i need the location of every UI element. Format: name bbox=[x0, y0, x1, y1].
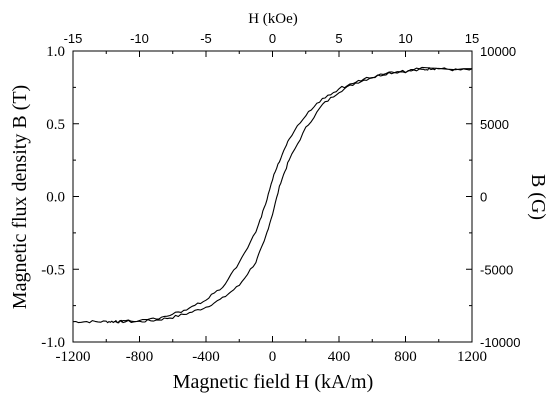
tick-label: 5000 bbox=[480, 117, 509, 132]
tick-label: -400 bbox=[192, 349, 220, 365]
x2-axis-title: H (kOe) bbox=[248, 11, 298, 27]
data-series bbox=[72, 66, 473, 324]
y-axis-left: -1.0 -0.5 0.0 0.5 1.0 bbox=[41, 44, 79, 351]
tick-label: -5000 bbox=[480, 262, 513, 277]
x-axis-top: -15 -10 -5 0 5 10 15 bbox=[64, 31, 479, 57]
tick-label: 800 bbox=[394, 349, 417, 365]
tick-label: 1.0 bbox=[46, 44, 65, 60]
tick-label: 15 bbox=[465, 31, 479, 46]
tick-label: -0.5 bbox=[41, 262, 65, 278]
tick-label: 10 bbox=[398, 31, 412, 46]
x-axis-bottom: -1200 -800 -400 0 400 800 1200 bbox=[56, 336, 487, 365]
series-line bbox=[114, 66, 473, 324]
tick-label: 0 bbox=[480, 190, 487, 205]
tick-label: 5 bbox=[335, 31, 342, 46]
y2-axis-title: B (G) bbox=[527, 174, 549, 220]
tick-label: -1.0 bbox=[41, 335, 65, 351]
tick-label: -800 bbox=[126, 349, 154, 365]
tick-label: 1200 bbox=[457, 349, 487, 365]
tick-label: -10 bbox=[130, 31, 149, 46]
tick-label: -1200 bbox=[56, 349, 91, 365]
tick-label: -15 bbox=[64, 31, 83, 46]
x-axis-title: Magnetic field H (kA/m) bbox=[173, 371, 374, 393]
tick-label: 0.0 bbox=[46, 190, 65, 206]
tick-label: 0 bbox=[269, 349, 277, 365]
tick-label: 0.5 bbox=[46, 117, 65, 133]
tick-label: -5 bbox=[200, 31, 212, 46]
plot-frame bbox=[72, 50, 473, 343]
tick-label: 10000 bbox=[480, 44, 516, 59]
tick-label: -10000 bbox=[480, 335, 520, 350]
y-axis-right: -10000 -5000 0 5000 10000 bbox=[466, 44, 520, 350]
y-axis-title: Magnetic flux density B (T) bbox=[9, 85, 31, 309]
tick-label: 0 bbox=[269, 31, 276, 46]
series-line bbox=[72, 67, 431, 324]
tick-label: 400 bbox=[328, 349, 351, 365]
